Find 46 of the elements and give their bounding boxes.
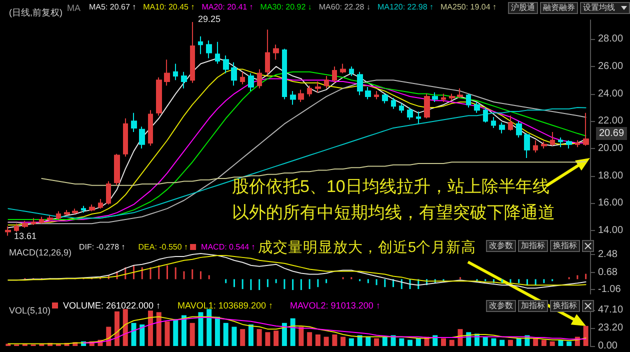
text: MA250: 19.04 ↑ xyxy=(440,2,497,12)
annotation: 成交量明显放大，创近5个月新高 xyxy=(258,240,476,257)
series-label: DEA: -0.550 ↑ xyxy=(138,242,188,252)
y-tick-label: 23.20 xyxy=(598,322,624,334)
y-tick-label: 2.48 xyxy=(598,249,618,260)
text: 加指标 xyxy=(518,240,548,252)
text: MA10: 20.45 ↑ xyxy=(143,2,195,12)
y-tick-label: 22.00 xyxy=(598,116,624,127)
text: 改参数 xyxy=(486,240,516,252)
annotation: 29.25 xyxy=(198,14,221,25)
chart-title: VOL(5,10) xyxy=(9,306,51,316)
text: MA60: 22.28 ↓ xyxy=(318,2,370,12)
text: 沪股通 xyxy=(508,2,538,14)
chart-title: MACD(12,26,9) xyxy=(9,248,72,258)
annotation: 加指标 xyxy=(518,300,548,312)
text: 换指标 xyxy=(550,240,580,252)
legend-label: VOLUME: 261022.000 ↑ xyxy=(63,300,161,310)
y-tick-label: 18.00 xyxy=(598,170,624,182)
chart-title: (日线,前复权) xyxy=(9,8,62,18)
annotation: 改参数 xyxy=(486,300,516,312)
text: MA120: 22.98 ↑ xyxy=(377,2,434,12)
series-label: MAVOL2: 91013.200 ↑ xyxy=(290,300,380,310)
annotation: 换指标 xyxy=(550,300,580,312)
text: 设置均线 xyxy=(580,2,630,14)
y-tick-label: 14.00 xyxy=(598,224,624,236)
series-label: DIF: -0.278 ↑ xyxy=(79,242,126,252)
y-tick-label: 20.00 xyxy=(598,142,624,154)
y-tick-label: 24.00 xyxy=(598,88,624,100)
text: MA20: 20.41 ↑ xyxy=(202,2,254,12)
y-tick-label: 47.10 xyxy=(598,304,624,316)
y-tick-label: 0.68 xyxy=(598,266,618,278)
text: MA xyxy=(67,3,80,14)
annotation: 股价依托5、10日均线拉升，站上除半年线 xyxy=(232,177,550,197)
text: 20.69 xyxy=(596,127,628,140)
y-tick-label: 0.00 xyxy=(598,340,618,352)
y-tick-label: -1.06 xyxy=(598,284,622,296)
series-label: MAVOL1: 103689.200 ↑ xyxy=(178,300,273,310)
y-tick-label: 26.00 xyxy=(598,60,624,72)
text: MA5: 20.67 ↑ xyxy=(89,2,136,12)
y-tick-label: 28.00 xyxy=(598,34,624,45)
annotation: 以外的所有中短期均线，有望突破下降通道 xyxy=(232,203,555,223)
y-tick-label: 16.00 xyxy=(598,198,624,209)
text: MA30: 20.92 ↓ xyxy=(260,2,312,12)
text: 融资融券 xyxy=(540,2,578,14)
annotation: 13.61 xyxy=(14,231,37,242)
legend-label: MACD: 0.544 ↑ xyxy=(201,242,256,252)
